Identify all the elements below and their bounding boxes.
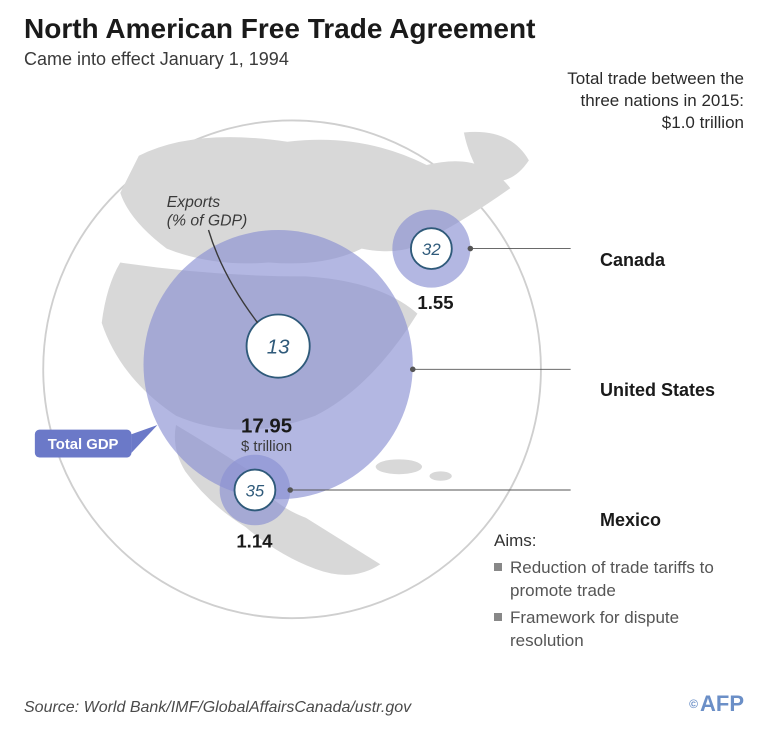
aim-item: Reduction of trade tariffs to promote tr…: [494, 557, 744, 603]
export-pct-us: 13: [267, 337, 290, 359]
afp-logo: © AFP: [689, 691, 744, 717]
label-mexico: Mexico: [600, 510, 661, 531]
square-bullet-icon: [494, 613, 502, 621]
header: North American Free Trade Agreement Came…: [0, 0, 768, 70]
total-gdp-text: Total GDP: [48, 437, 119, 453]
gdp-unit-us: $ trillion: [241, 439, 292, 455]
leader-dot: [468, 246, 474, 252]
label-us: United States: [600, 380, 715, 401]
gdp-value-mexico: 1.14: [236, 531, 273, 552]
exports-label-l2: (% of GDP): [167, 212, 248, 229]
export-pct-canada: 32: [422, 240, 441, 259]
aims-block: Aims: Reduction of trade tariffs to prom…: [494, 530, 744, 657]
source-text: Source: World Bank/IMF/GlobalAffairsCana…: [24, 699, 411, 717]
leader-dot: [287, 487, 293, 493]
page-subtitle: Came into effect January 1, 1994: [24, 49, 744, 70]
square-bullet-icon: [494, 563, 502, 571]
gdp-value-us: 17.95: [241, 415, 292, 437]
aim-text: Framework for dispute resolution: [510, 607, 744, 653]
top-summary-l1: Total trade between the: [514, 68, 744, 90]
leader-dot: [410, 367, 416, 373]
footer: Source: World Bank/IMF/GlobalAffairsCana…: [24, 691, 744, 717]
label-canada: Canada: [600, 250, 665, 271]
copyright-icon: ©: [689, 697, 698, 711]
aim-item: Framework for dispute resolution: [494, 607, 744, 653]
gdp-value-canada: 1.55: [417, 292, 453, 313]
exports-label-l1: Exports: [167, 194, 221, 211]
page-title: North American Free Trade Agreement: [24, 14, 744, 45]
aim-text: Reduction of trade tariffs to promote tr…: [510, 557, 744, 603]
aims-title: Aims:: [494, 530, 744, 553]
export-pct-mexico: 35: [246, 482, 265, 501]
logo-text: AFP: [700, 691, 744, 717]
